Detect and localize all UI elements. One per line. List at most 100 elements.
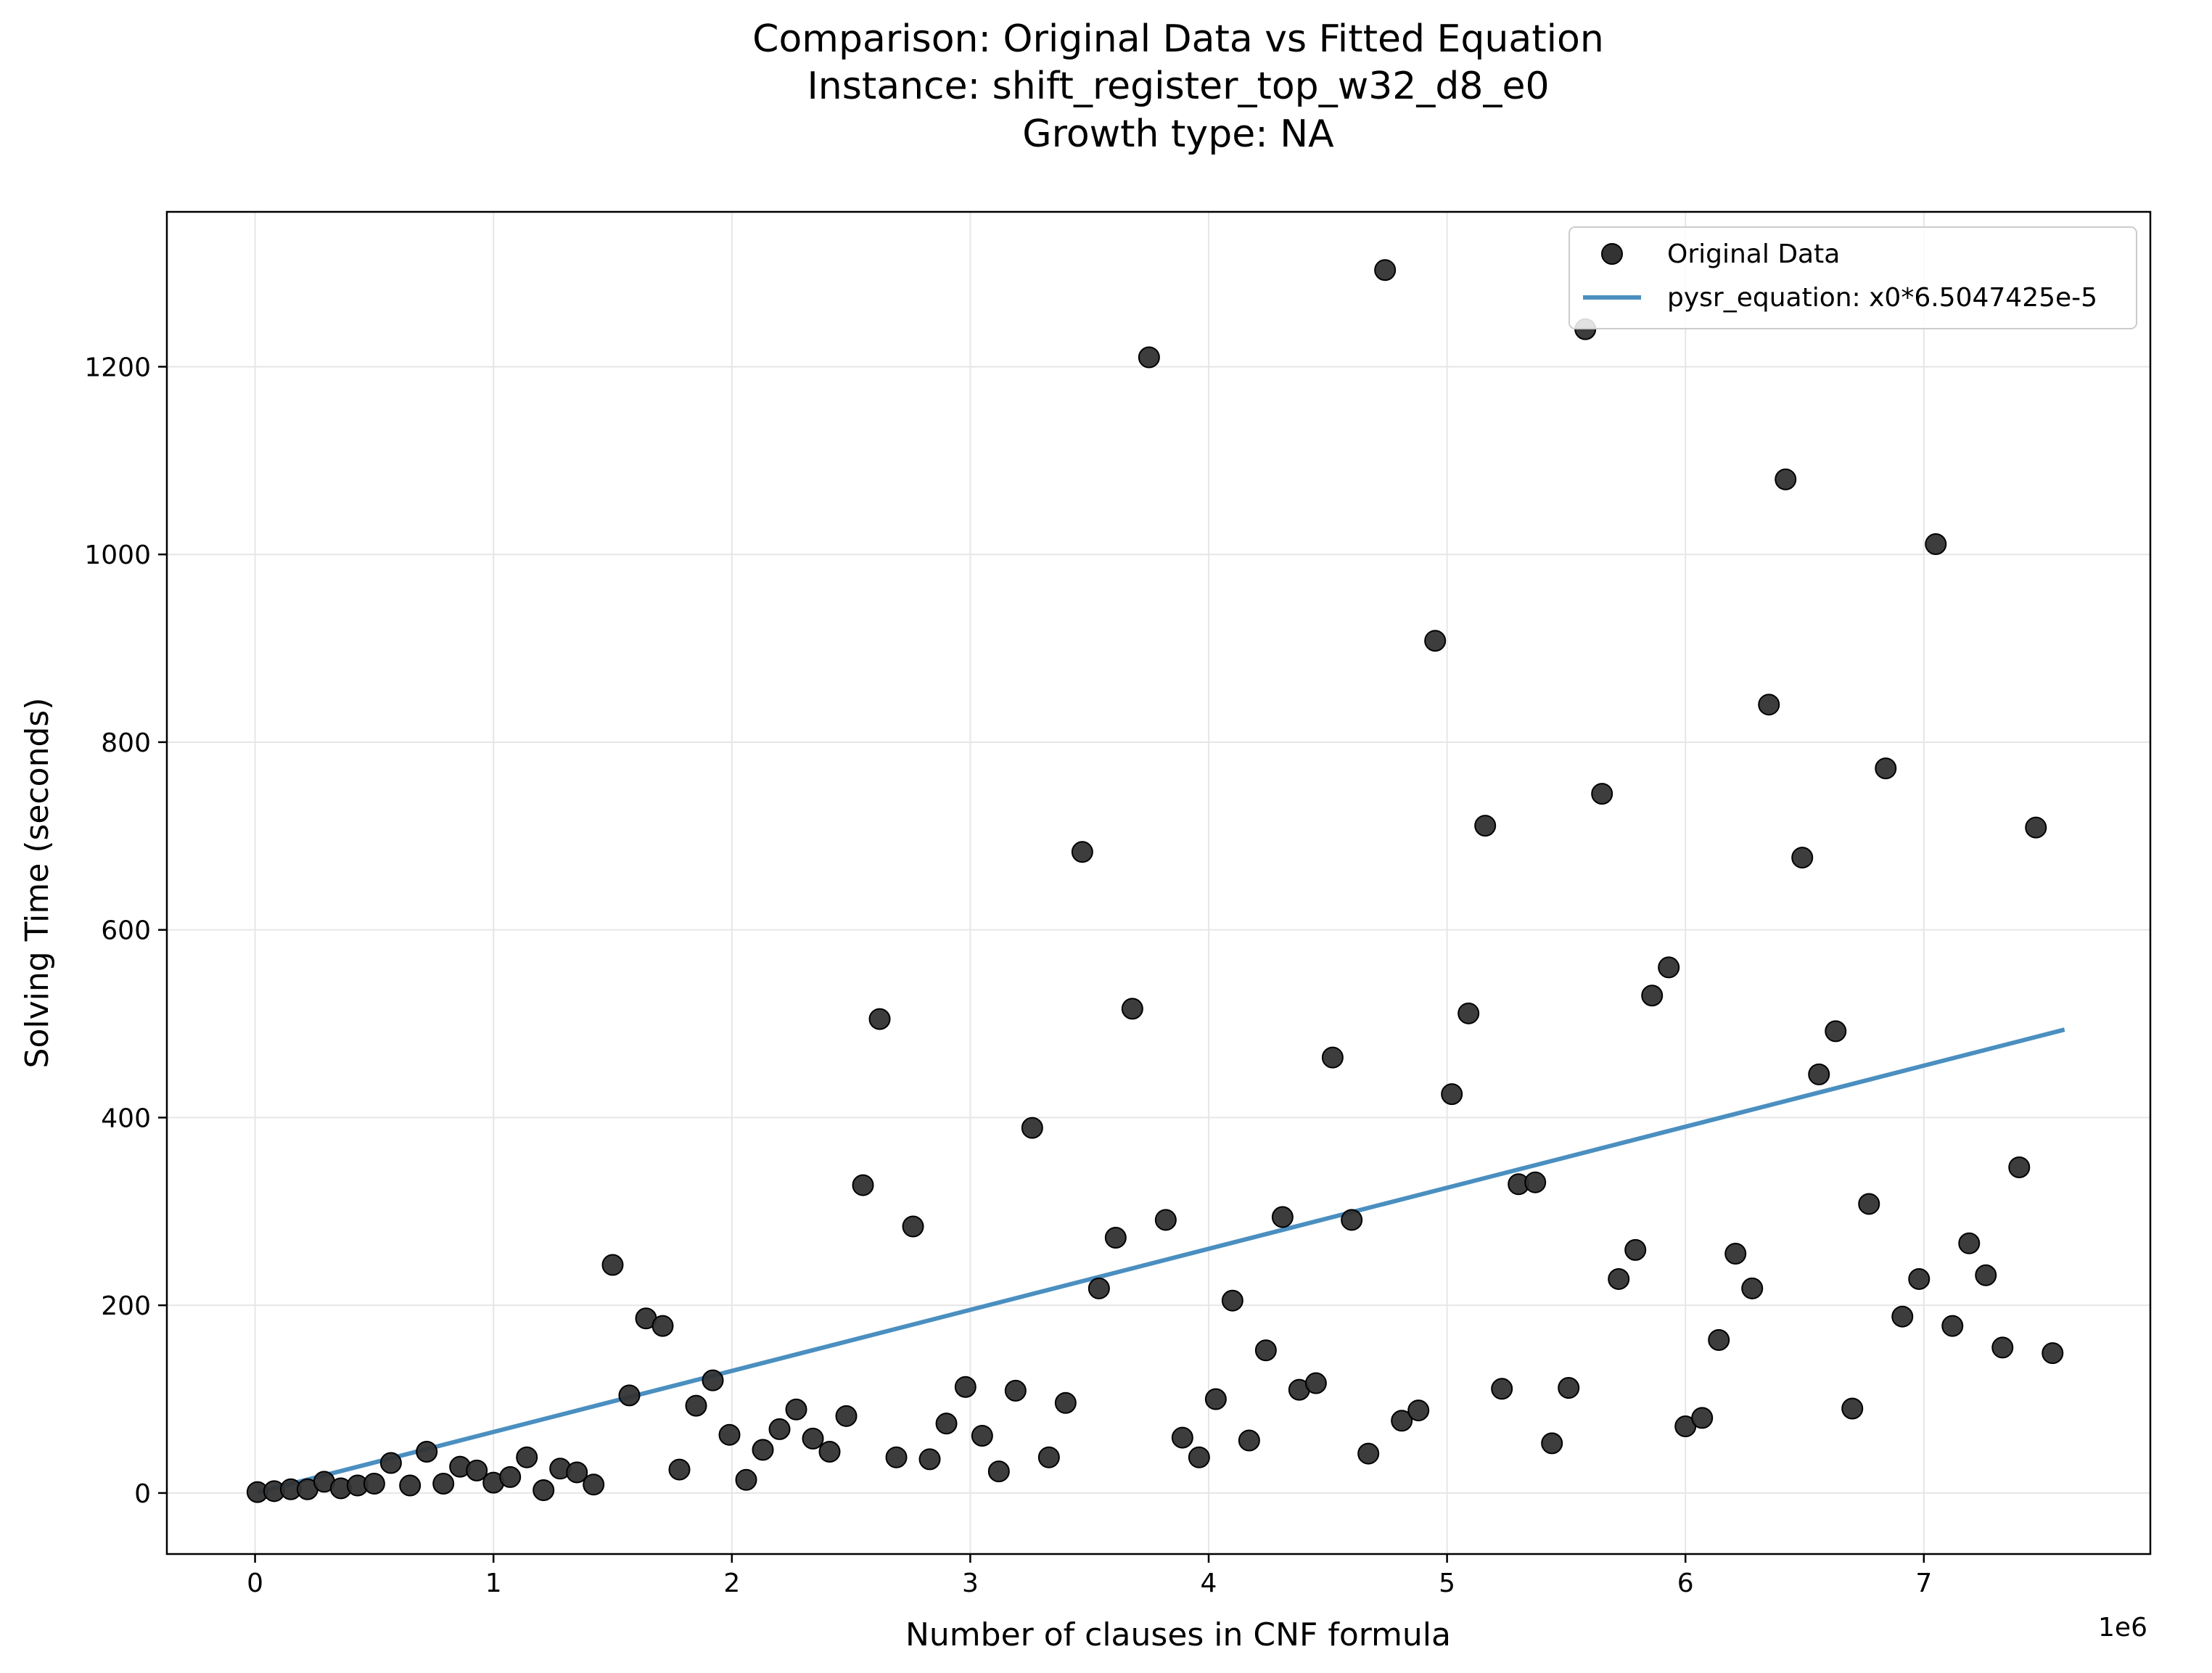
x-axis-offset-label: 1e6 — [2098, 1613, 2147, 1643]
plot-frame — [165, 210, 2152, 1555]
data-point-67 — [1374, 259, 1397, 281]
data-point-13 — [466, 1459, 488, 1481]
data-point-28 — [718, 1423, 741, 1446]
data-point-9 — [399, 1474, 422, 1497]
data-point-60 — [1254, 1339, 1277, 1362]
data-point-104 — [1991, 1336, 2014, 1359]
data-point-93 — [1808, 1063, 1830, 1085]
data-point-66 — [1357, 1442, 1380, 1465]
data-point-90 — [1758, 694, 1780, 716]
x-tick-label-3: 3 — [962, 1569, 979, 1598]
legend-box — [1568, 226, 2137, 329]
data-point-78 — [1558, 1377, 1580, 1399]
data-point-56 — [1188, 1446, 1210, 1468]
data-point-42 — [954, 1376, 977, 1398]
data-point-43 — [971, 1424, 993, 1447]
grid — [167, 212, 2150, 1554]
data-point-103 — [1975, 1264, 1997, 1286]
data-point-98 — [1891, 1305, 1914, 1328]
data-point-69 — [1407, 1399, 1430, 1422]
data-point-71 — [1441, 1083, 1463, 1106]
legend-label-fit-line: pysr_equation: x0*6.5047425e-5 — [1667, 283, 2097, 313]
data-point-64 — [1321, 1046, 1344, 1069]
fit-line — [257, 1027, 2065, 1495]
y-tick-label-5: 1000 — [84, 540, 151, 570]
data-point-39 — [902, 1215, 924, 1238]
data-point-54 — [1154, 1209, 1177, 1231]
data-point-76 — [1524, 1171, 1547, 1193]
data-point-7 — [363, 1472, 385, 1495]
x-tick-label-1: 1 — [485, 1569, 502, 1598]
data-point-88 — [1724, 1243, 1747, 1265]
legend-marker-original-data — [1601, 243, 1623, 265]
y-tick-label-2: 400 — [101, 1103, 151, 1133]
x-axis: 0 1 2 3 4 5 6 7 — [247, 1554, 1932, 1598]
data-point-19 — [566, 1461, 588, 1484]
data-point-27 — [702, 1369, 724, 1392]
title-line-2: Instance: shift_register_top_w32_d8_e0 — [807, 65, 1549, 108]
x-tick-label-4: 4 — [1201, 1569, 1217, 1598]
data-point-96 — [1858, 1193, 1880, 1215]
scatter-points — [246, 259, 2064, 1503]
y-tick-label-1: 200 — [101, 1291, 151, 1321]
data-point-15 — [499, 1466, 522, 1488]
x-tick-label-6: 6 — [1677, 1569, 1694, 1598]
data-point-34 — [818, 1440, 841, 1463]
data-point-74 — [1491, 1378, 1513, 1400]
data-point-41 — [935, 1413, 958, 1435]
data-point-8 — [379, 1452, 402, 1474]
legend: Original Data pysr_equation: x0*6.504742… — [1568, 226, 2137, 329]
data-point-20 — [583, 1473, 605, 1496]
data-point-61 — [1271, 1206, 1294, 1228]
legend-label-original-data: Original Data — [1667, 239, 1840, 269]
data-point-11 — [432, 1472, 455, 1495]
data-point-45 — [1004, 1379, 1027, 1402]
data-point-95 — [1841, 1397, 1864, 1420]
data-point-55 — [1171, 1426, 1193, 1449]
data-point-22 — [618, 1384, 641, 1407]
data-point-33 — [802, 1427, 824, 1450]
data-point-46 — [1021, 1117, 1043, 1139]
data-point-59 — [1238, 1429, 1260, 1452]
data-point-47 — [1037, 1446, 1060, 1468]
title-line-3: Growth type: NA — [1022, 112, 1334, 156]
data-point-52 — [1121, 998, 1143, 1020]
data-point-68 — [1391, 1410, 1413, 1432]
y-tick-label-6: 1200 — [84, 353, 151, 382]
data-point-17 — [533, 1479, 555, 1502]
y-tick-label-4: 800 — [101, 728, 151, 758]
data-point-44 — [987, 1460, 1010, 1483]
data-point-87 — [1708, 1329, 1730, 1352]
y-axis-label: Solving Time (seconds) — [19, 698, 56, 1069]
data-point-65 — [1341, 1209, 1363, 1231]
data-point-86 — [1691, 1407, 1714, 1429]
x-tick-label-5: 5 — [1439, 1569, 1455, 1598]
data-point-40 — [918, 1448, 941, 1471]
data-point-24 — [651, 1315, 674, 1337]
data-point-82 — [1624, 1238, 1647, 1261]
data-point-26 — [685, 1394, 707, 1417]
data-point-107 — [2042, 1342, 2064, 1365]
data-point-63 — [1304, 1372, 1327, 1394]
y-axis: 0 200 400 600 800 1000 1200 — [84, 353, 167, 1509]
chart-title: Comparison: Original Data vs Fitted Equa… — [752, 17, 1604, 156]
data-point-70 — [1424, 630, 1447, 652]
data-point-31 — [768, 1418, 791, 1440]
data-point-73 — [1474, 815, 1497, 837]
data-point-51 — [1104, 1227, 1127, 1249]
data-point-36 — [852, 1174, 874, 1196]
data-point-99 — [1908, 1267, 1931, 1290]
data-point-84 — [1658, 956, 1680, 979]
data-point-102 — [1958, 1232, 1981, 1254]
data-point-81 — [1608, 1267, 1630, 1290]
data-point-101 — [1941, 1315, 1964, 1337]
data-point-10 — [416, 1440, 438, 1463]
data-point-97 — [1875, 757, 1897, 780]
data-point-92 — [1791, 847, 1814, 869]
data-point-80 — [1591, 783, 1613, 805]
data-point-91 — [1775, 468, 1797, 490]
data-point-37 — [868, 1008, 891, 1030]
data-point-50 — [1088, 1277, 1110, 1299]
data-point-30 — [752, 1439, 774, 1461]
